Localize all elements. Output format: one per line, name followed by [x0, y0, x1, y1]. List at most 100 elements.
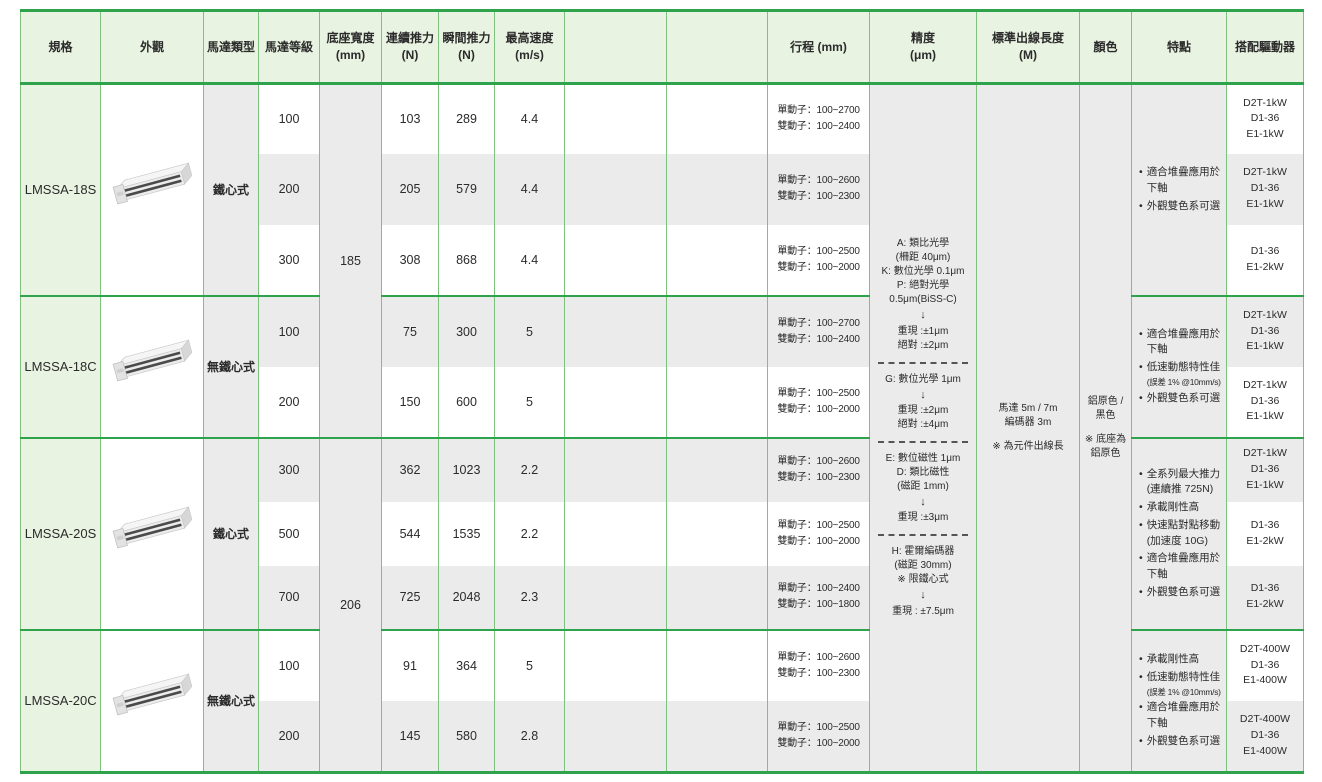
stroke-range: 單動子：100~2400 雙動子：100~1800 [767, 565, 870, 630]
cable-length-info: 馬達 5m / 7m 編碼器 3m ※ 為元件出線長 [976, 83, 1080, 773]
table-row: 200 150 600 5 單動子：100~2500 雙動子：100~2000 D2T-1k… [21, 366, 1304, 438]
instant-thrust: 600 [438, 366, 495, 438]
header-label: 規格 [48, 39, 73, 54]
product-spec-table: 規格 外觀 馬達類型 馬達等級 底座寬度 (mm) 連續推力 (N) 瞬間推力 (N)… [20, 9, 1304, 774]
linear-stage-product-image [112, 505, 193, 548]
empty-cell [666, 366, 768, 438]
header-empty-1 [564, 10, 667, 85]
stroke-range: 單動子：100~2500 雙動子：100~2000 [767, 366, 870, 438]
compatible-drivers: D1-36 E1-2kW [1226, 501, 1304, 566]
header-label: 搭配驅動器 [1234, 39, 1295, 54]
bullet-icon: • [1139, 701, 1143, 714]
compatible-drivers: D2T-1kW D1-36 E1-1kW [1226, 153, 1304, 225]
header-base-width: 底座寬度 (mm) [319, 10, 382, 85]
continuous-thrust: 362 [381, 436, 439, 502]
compatible-drivers: D2T-1kW D1-36 E1-1kW [1226, 366, 1304, 438]
feature-item: • 承載剛性高 [1139, 652, 1223, 668]
table-row: LMSSA-18C 無鐵心式 100 75 300 5 單動子：100~2700 雙動子：10… [20, 294, 1304, 438]
motor-grade: 100 [258, 294, 320, 367]
table-row: 200 145 580 2.8 單動子：100~2500 雙動子：100~2000 D2T-… [21, 700, 1304, 773]
table-row: LMSSA-18S 鐵心式 100 185 103 289 4.4 單動子：100~2700 雙… [20, 82, 1304, 773]
header-sublabel: (N) [458, 48, 475, 62]
header-stroke: 行程 (mm) [767, 10, 870, 85]
compatible-drivers: D2T-400W D1-36 E1-400W [1226, 628, 1304, 701]
motor-grade: 700 [258, 565, 320, 630]
instant-thrust: 579 [438, 153, 495, 225]
empty-cell [666, 224, 768, 296]
instant-thrust: 868 [438, 224, 495, 296]
continuous-thrust: 145 [381, 700, 439, 773]
empty-cell [666, 82, 768, 154]
stroke-range: 單動子：100~2500 雙動子：100~2000 [767, 224, 870, 296]
bullet-icon: • [1139, 166, 1143, 179]
motor-type: 鐵心式 [203, 436, 259, 630]
max-speed: 5 [494, 628, 565, 701]
empty-cell [564, 700, 667, 773]
bullet-icon: • [1139, 467, 1143, 480]
max-speed: 5 [494, 366, 565, 438]
bullet-icon: • [1139, 585, 1143, 598]
header-motor-type: 馬達類型 [203, 10, 259, 85]
product-image-cell [100, 294, 204, 438]
header-label: 特點 [1166, 39, 1191, 54]
base-width: 185 [319, 83, 382, 438]
empty-cell [666, 700, 768, 773]
empty-cell [564, 436, 667, 502]
header-appearance: 外觀 [100, 10, 204, 85]
stroke-range: 單動子：100~2500 雙動子：100~2000 [767, 700, 870, 773]
feature-item: • 外觀雙色系可選 [1139, 585, 1223, 601]
instant-thrust: 1535 [438, 501, 495, 566]
empty-cell [564, 294, 667, 367]
instant-thrust: 289 [438, 82, 495, 154]
model-name: LMSSA-20C [20, 628, 101, 773]
header-sublabel: (mm) [335, 48, 366, 62]
header-label: 標準出線長度 [991, 31, 1064, 46]
stroke-range: 單動子：100~2500 雙動子：100~2000 [767, 501, 870, 566]
model-name: LMSSA-18C [20, 294, 101, 438]
empty-cell [564, 366, 667, 438]
empty-cell [666, 628, 768, 701]
feature-item: • 外觀雙色系可選 [1139, 199, 1223, 215]
header-label: 連續推力 [385, 31, 434, 46]
continuous-thrust: 150 [381, 366, 439, 438]
compatible-drivers: D1-36 E1-2kW [1226, 224, 1304, 296]
features-list: • 全系列最大推力 (連續推 725N) • 承載剛性高 • 快速點對點移動 (加速度 1… [1131, 436, 1227, 630]
header-row: 規格 外觀 馬達類型 馬達等級 底座寬度 (mm) 連續推力 (N) 瞬間推力 (N)… [20, 10, 1304, 85]
bullet-icon: • [1139, 361, 1143, 374]
product-image-cell [100, 82, 204, 296]
header-motor-grade: 馬達等級 [258, 10, 320, 85]
feature-item: • 低速動態特性佳 (誤差 1% @10mm/s) [1139, 361, 1221, 387]
empty-cell [666, 153, 768, 225]
motor-type: 鐵心式 [203, 82, 259, 296]
header-inst-thrust: 瞬間推力 (N) [438, 10, 495, 85]
instant-thrust: 364 [438, 628, 495, 701]
header-cable-length: 標準出線長度 (M) [976, 10, 1080, 85]
empty-cell [564, 82, 667, 154]
header-features: 特點 [1131, 10, 1227, 85]
linear-stage-product-image [112, 673, 193, 716]
max-speed: 2.3 [494, 565, 565, 630]
stroke-range: 單動子：100~2600 雙動子：100~2300 [767, 628, 870, 701]
instant-thrust: 580 [438, 700, 495, 773]
bullet-icon: • [1139, 552, 1143, 565]
motor-grade: 300 [258, 224, 320, 296]
header-label: 精度 [910, 31, 935, 46]
instant-thrust: 300 [438, 294, 495, 367]
table-row: 700 725 2048 2.3 單動子：100~2400 雙動子：100~1800 D1-… [21, 565, 1304, 630]
stroke-range: 單動子：100~2600 雙動子：100~2300 [767, 436, 870, 502]
empty-cell [564, 224, 667, 296]
empty-cell [666, 294, 768, 367]
feature-item: • 外觀雙色系可選 [1139, 391, 1223, 407]
bullet-icon: • [1139, 391, 1143, 404]
header-sublabel: (M) [1019, 48, 1037, 62]
empty-cell [564, 565, 667, 630]
bullet-icon: • [1139, 734, 1143, 747]
continuous-thrust: 205 [381, 153, 439, 225]
bullet-icon: • [1139, 653, 1143, 665]
empty-cell [564, 501, 667, 566]
feature-item: • 適合堆疊應用於下軸 [1139, 165, 1223, 197]
feature-item: • 快速點對點移動 (加速度 10G) [1139, 518, 1223, 550]
features-list: • 適合堆疊應用於下軸 • 外觀雙色系可選 [1131, 82, 1227, 296]
compatible-drivers: D2T-1kW D1-36 E1-1kW [1226, 82, 1304, 154]
